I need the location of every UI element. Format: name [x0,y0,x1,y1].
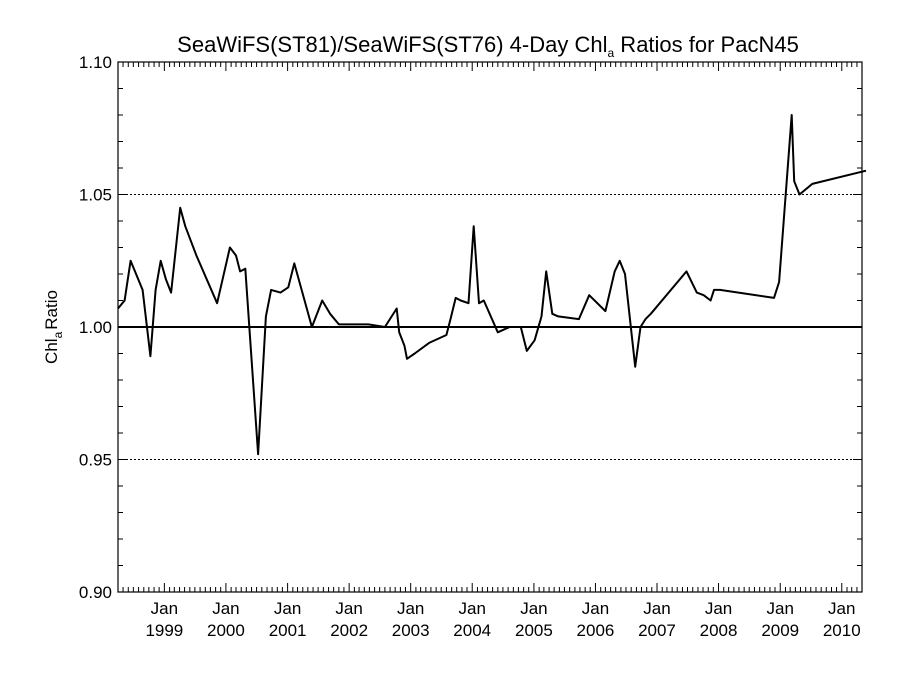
x-tick-label-year: 2009 [761,621,799,640]
x-tick-label-month: Jan [274,599,301,618]
x-tick-label-year: 2003 [392,621,430,640]
x-tick-label-month: Jan [459,599,486,618]
x-tick-label-month: Jan [335,599,362,618]
x-tick-label-month: Jan [828,599,855,618]
x-tick-label-year: 2000 [207,621,245,640]
data-series [117,114,867,456]
axis-ticks [117,61,863,593]
x-tick-label-year: 2007 [638,621,676,640]
x-tick-label-year: 2010 [823,621,861,640]
x-tick-label-year: 2001 [269,621,307,640]
x-tick-label-year: 2006 [577,621,615,640]
x-tick-label-month: Jan [151,599,178,618]
y-tick-labels: 0.90 0.95 1.00 1.05 1.10 [79,53,112,602]
x-tick-labels: Jan 1999 Jan 2000 Jan 2001 Jan 2002 Jan 2003 Jan 20… [145,599,860,640]
x-tick-label-year: 1999 [145,621,183,640]
y-axis-label: ChlaRatio [42,290,65,364]
ratio-series-line [117,114,867,456]
chart-title: SeaWiFS(ST81)/SeaWiFS(ST76) 4-Day Chla R… [177,32,799,60]
x-tick-label-year: 2002 [330,621,368,640]
x-tick-label-year: 2004 [453,621,491,640]
x-tick-label-year: 2005 [515,621,553,640]
y-tick-label: 0.95 [79,451,112,470]
x-tick-label-year: 2008 [700,621,738,640]
y-tick-label: 1.00 [79,318,112,337]
y-tick-label: 1.05 [79,186,112,205]
grid-lines [118,194,862,460]
y-tick-label: 1.10 [79,53,112,72]
x-tick-label-month: Jan [212,599,239,618]
x-tick-label-month: Jan [643,599,670,618]
x-tick-label-month: Jan [397,599,424,618]
x-tick-label-month: Jan [767,599,794,618]
x-tick-label-month: Jan [705,599,732,618]
x-tick-label-month: Jan [582,599,609,618]
x-tick-label-month: Jan [520,599,547,618]
plot-frame [117,61,863,593]
y-tick-label: 0.90 [79,583,112,602]
